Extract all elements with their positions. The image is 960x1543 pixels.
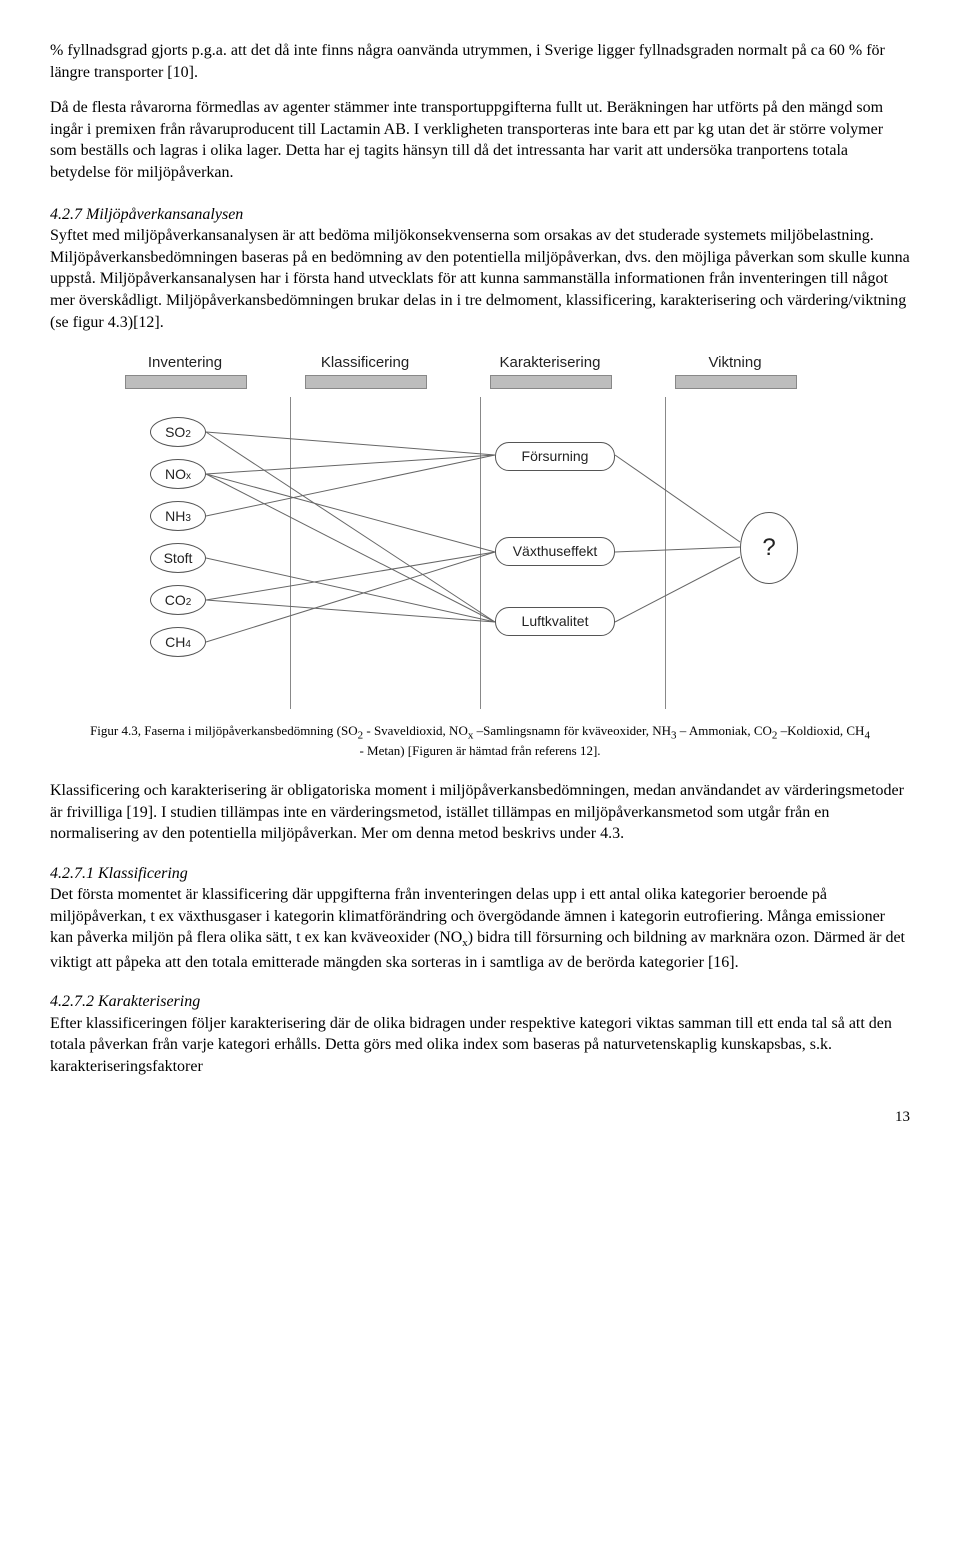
diagram-separator — [290, 397, 291, 709]
diagram-separator — [665, 397, 666, 709]
diagram-col-header: Inventering — [125, 353, 245, 373]
heading-4-2-7-2: 4.2.7.2 Karakterisering — [50, 991, 910, 1013]
figure-4-3-caption: Figur 4.3, Faserna i miljöpåverkansbedöm… — [90, 723, 870, 760]
diagram-col-bar — [675, 375, 797, 389]
diagram-separator — [480, 397, 481, 709]
diagram-col-bar — [125, 375, 247, 389]
page-number: 13 — [50, 1107, 910, 1127]
figure-4-3-diagram: Inventering Klassificering Karakterisering… — [90, 347, 870, 717]
diagram-col-bar — [305, 375, 427, 389]
diagram-col-header: Karakterisering — [490, 353, 610, 373]
diagram-category-box: Luftkvalitet — [495, 607, 615, 636]
paragraph-5: Det första momentet är klassificering dä… — [50, 884, 910, 973]
diagram-category-box: Växthuseffekt — [495, 537, 615, 566]
paragraph-2: Då de flesta råvarorna förmedlas av agen… — [50, 97, 910, 183]
diagram-col-header: Klassificering — [305, 353, 425, 373]
paragraph-4: Klassificering och karakterisering är ob… — [50, 780, 910, 845]
diagram-weighting-node: ? — [740, 512, 798, 584]
diagram-emission-node: Stoft — [150, 543, 206, 573]
diagram-emission-node: SO2 — [150, 417, 206, 447]
paragraph-6: Efter klassificeringen följer karakteris… — [50, 1013, 910, 1078]
heading-4-2-7: 4.2.7 Miljöpåverkansanalysen — [50, 204, 910, 226]
diagram-col-bar — [490, 375, 612, 389]
diagram-emission-node: NH3 — [150, 501, 206, 531]
diagram-col-header: Viktning — [675, 353, 795, 373]
paragraph-1: % fyllnadsgrad gjorts p.g.a. att det då … — [50, 40, 910, 83]
diagram-emission-node: CO2 — [150, 585, 206, 615]
diagram-category-box: Försurning — [495, 442, 615, 471]
paragraph-3: Syftet med miljöpåverkansanalysen är att… — [50, 225, 910, 333]
heading-4-2-7-1: 4.2.7.1 Klassificering — [50, 863, 910, 885]
diagram-emission-node: NOx — [150, 459, 206, 489]
diagram-emission-node: CH4 — [150, 627, 206, 657]
